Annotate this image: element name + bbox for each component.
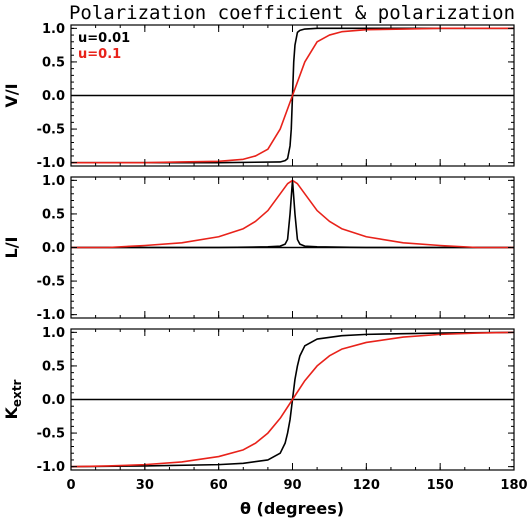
y-tick-label: 0.5	[42, 359, 65, 374]
y-tick-label: 1.0	[42, 174, 65, 189]
x-tick-label: 30	[136, 478, 154, 493]
x-axis-label: θ (degrees)	[240, 499, 344, 518]
y-tick-label: 0.0	[42, 241, 65, 256]
panel-3: -1.0 -0.5 0.0 0.5 1.0 0 30 60 90 120 150 180 Kextr	[2, 326, 528, 493]
x-tick-label: 60	[210, 478, 228, 493]
series-line-u01	[71, 27, 514, 164]
panels-group: -1.0 -0.5 0.0 0.5 1.0 V/I u=0.01u=0.1 -1.0 -0.5 0…	[2, 22, 528, 493]
y-tick-label: -1.0	[37, 460, 65, 475]
y-axis-label-main: V/I	[2, 83, 21, 107]
legend-entry: u=0.1	[78, 47, 121, 62]
y-axis-label-main: L/I	[2, 237, 21, 259]
series-line-u001	[71, 179, 514, 249]
x-tick-label: 150	[427, 478, 454, 493]
x-tick-label: 90	[283, 478, 301, 493]
legend-entry: u=0.01	[78, 31, 130, 46]
y-tick-label: 1.0	[42, 22, 65, 37]
panel-2: -1.0 -0.5 0.0 0.5 1.0 L/I	[2, 174, 515, 323]
y-axis-label: L/I	[2, 237, 21, 259]
y-axis-label-subscript: extr	[10, 379, 24, 407]
y-tick-label: -1.0	[37, 308, 65, 323]
y-axis-label-main: K	[2, 406, 21, 419]
y-tick-label: 0.5	[42, 55, 65, 70]
series-line-u01	[70, 331, 515, 468]
y-tick-label: 0.5	[42, 207, 65, 222]
y-axis-label: Kextr	[2, 379, 24, 419]
x-tick-label: 120	[353, 478, 380, 493]
x-tick-label: 0	[66, 478, 75, 493]
y-tick-label: -0.5	[37, 427, 65, 442]
y-tick-label: 1.0	[42, 326, 65, 341]
panel-1: -1.0 -0.5 0.0 0.5 1.0 V/I u=0.01u=0.1	[2, 22, 515, 171]
chart-title: Polarization coefficient & polarization	[69, 2, 515, 24]
y-tick-label: -1.0	[37, 156, 65, 171]
y-tick-label: 0.0	[42, 89, 65, 104]
series-line-u001	[71, 27, 514, 164]
y-tick-label: 0.0	[42, 393, 65, 408]
y-tick-label: -0.5	[37, 275, 65, 290]
y-tick-label: -0.5	[37, 123, 65, 138]
x-tick-label: 180	[500, 478, 527, 493]
y-axis-label: V/I	[2, 83, 21, 107]
